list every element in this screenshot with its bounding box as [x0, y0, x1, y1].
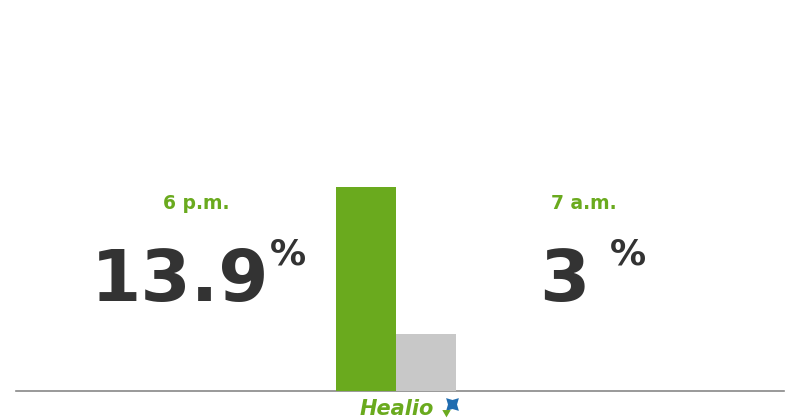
Text: 3: 3 — [539, 247, 589, 316]
Text: %: % — [270, 238, 306, 272]
Text: 13.9: 13.9 — [90, 247, 270, 316]
Text: 7 a.m.: 7 a.m. — [551, 194, 617, 213]
Text: antimicrobial initiation based on hour:: antimicrobial initiation based on hour: — [167, 76, 633, 96]
Text: Standardized predicted probabilities of: Standardized predicted probabilities of — [162, 32, 638, 52]
Text: 6 p.m.: 6 p.m. — [162, 194, 230, 213]
Bar — [396, 333, 456, 391]
Bar — [336, 186, 396, 391]
Text: %: % — [610, 238, 646, 272]
Text: Healio: Healio — [360, 399, 434, 420]
